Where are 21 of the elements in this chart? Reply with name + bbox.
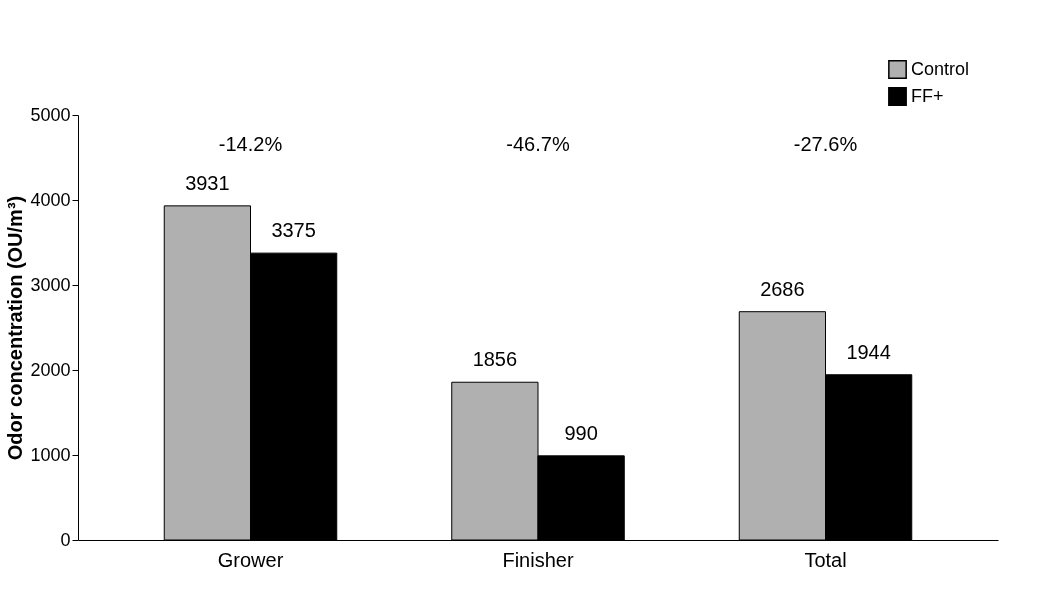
y-tick-label: 3000 <box>30 274 71 295</box>
annotation: -46.7% <box>506 133 570 155</box>
data-label: 3375 <box>271 219 316 242</box>
annotation: -27.6% <box>793 133 858 155</box>
data-label: 990 <box>564 421 598 444</box>
data-label: 2686 <box>760 277 805 300</box>
data-label: 1856 <box>472 348 518 371</box>
x-tick-label: Total <box>804 548 847 571</box>
y-tick-label: 1000 <box>30 444 71 465</box>
legend-label: FF+ <box>911 85 944 106</box>
y-tick-label: 5000 <box>30 104 71 125</box>
y-tick-label: 4000 <box>30 189 71 210</box>
y-axis-title: Odor concentration (OU/m³) <box>4 195 27 461</box>
data-label: 1944 <box>846 340 891 363</box>
annotation: -14.2% <box>218 133 283 155</box>
x-tick-label: Grower <box>217 548 284 571</box>
y-tick-label: 2000 <box>30 359 71 380</box>
data-label: 3931 <box>185 171 230 194</box>
y-tick-label: 0 <box>60 529 71 550</box>
x-tick-label: Finisher <box>502 548 574 571</box>
legend-label: Control <box>911 58 970 79</box>
